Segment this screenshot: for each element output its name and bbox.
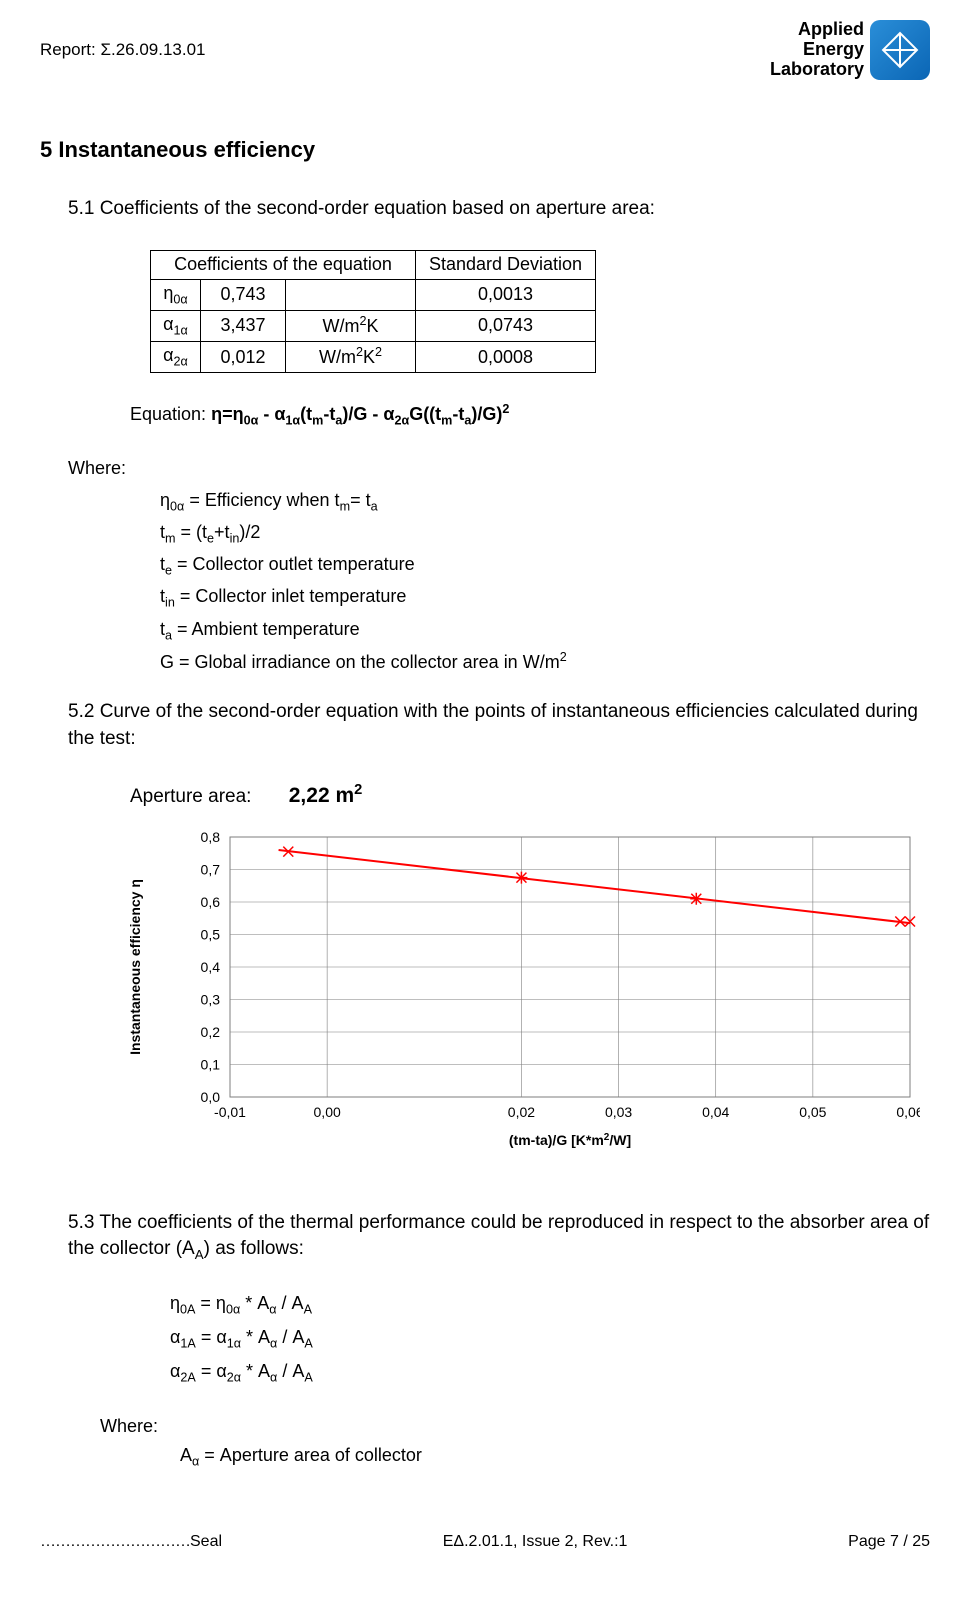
svg-text:0,04: 0,04 bbox=[702, 1104, 729, 1120]
svg-text:-0,01: -0,01 bbox=[214, 1104, 246, 1120]
where-label-2: Where: bbox=[100, 1414, 930, 1439]
aperture-def: Aα = Aperture area of collector bbox=[180, 1443, 930, 1471]
table-row: η0α 0,743 0,0013 bbox=[151, 279, 596, 310]
svg-text:0,02: 0,02 bbox=[508, 1104, 535, 1120]
efficiency-equation: η=η0α - α1α(tm-ta)/G - α2αG((tm-ta)/G)2 bbox=[211, 404, 509, 424]
table-row: α1α 3,437 W/m2K 0,0743 bbox=[151, 310, 596, 341]
efficiency-chart: 0,0 0,1 0,2 0,3 0,4 0,5 0,6 0,7 0,8 -0,01 0,00 0,02… bbox=[100, 827, 930, 1174]
section-title: 5 Instantaneous efficiency bbox=[40, 135, 930, 166]
footer-issue: ΕΔ.2.01.1, Issue 2, Rev.:1 bbox=[443, 1531, 628, 1553]
coef-symbol: η0α bbox=[151, 279, 201, 310]
sub-5-3: 5.3 The coefficients of the thermal perf… bbox=[68, 1210, 930, 1265]
logo: Applied Energy Laboratory bbox=[770, 20, 930, 80]
sub-5-2: 5.2 Curve of the second-order equation w… bbox=[68, 699, 930, 752]
svg-text:0,7: 0,7 bbox=[201, 861, 221, 877]
svg-text:0,6: 0,6 bbox=[201, 894, 221, 910]
page-number: Page 7 / 25 bbox=[848, 1531, 930, 1553]
table-row: α2α 0,012 W/m2K2 0,0008 bbox=[151, 342, 596, 373]
svg-text:0,03: 0,03 bbox=[605, 1104, 632, 1120]
svg-text:0,4: 0,4 bbox=[201, 959, 221, 975]
svg-text:0,3: 0,3 bbox=[201, 991, 221, 1007]
page-header: Report: Σ.26.09.13.01 Applied Energy Lab… bbox=[40, 20, 930, 80]
svg-text:0,2: 0,2 bbox=[201, 1024, 221, 1040]
aperture-area: Aperture area: 2,22 m2 bbox=[130, 780, 930, 811]
table-header-left: Coefficients of the equation bbox=[151, 251, 416, 279]
svg-text:0,05: 0,05 bbox=[799, 1104, 826, 1120]
svg-text:(tm-ta)/G [K*m2/W]: (tm-ta)/G [K*m2/W] bbox=[509, 1131, 631, 1148]
svg-text:0,8: 0,8 bbox=[201, 829, 221, 845]
equation-block: Equation: η=η0α - α1α(tm-ta)/G - α2αG((t… bbox=[130, 401, 930, 430]
svg-text:0,06: 0,06 bbox=[896, 1104, 920, 1120]
coefficients-table: Coefficients of the equation Standard De… bbox=[150, 250, 930, 373]
table-header-right: Standard Deviation bbox=[416, 251, 596, 279]
svg-text:0,0: 0,0 bbox=[201, 1089, 221, 1105]
svg-text:0,5: 0,5 bbox=[201, 926, 221, 942]
sub-5-1: 5.1 Coefficients of the second-order equ… bbox=[68, 196, 930, 223]
logo-text: Applied Energy Laboratory bbox=[770, 20, 864, 79]
svg-text:0,1: 0,1 bbox=[201, 1056, 221, 1072]
variable-definitions: η0α = Efficiency when tm= ta tm = (te+ti… bbox=[160, 488, 930, 675]
report-id: Report: Σ.26.09.13.01 bbox=[40, 38, 206, 62]
logo-icon bbox=[870, 20, 930, 80]
page-footer: Seal ΕΔ.2.01.1, Issue 2, Rev.:1 Page 7 /… bbox=[40, 1531, 930, 1553]
absorber-equations: η0A = η0α * Aα / AA α1A = α1α * Aα / AA … bbox=[170, 1291, 930, 1388]
svg-text:0,00: 0,00 bbox=[314, 1104, 341, 1120]
seal-label: Seal bbox=[40, 1531, 222, 1553]
where-label: Where: bbox=[68, 456, 930, 481]
svg-text:Instantaneous efficiency η: Instantaneous efficiency η bbox=[127, 879, 143, 1055]
